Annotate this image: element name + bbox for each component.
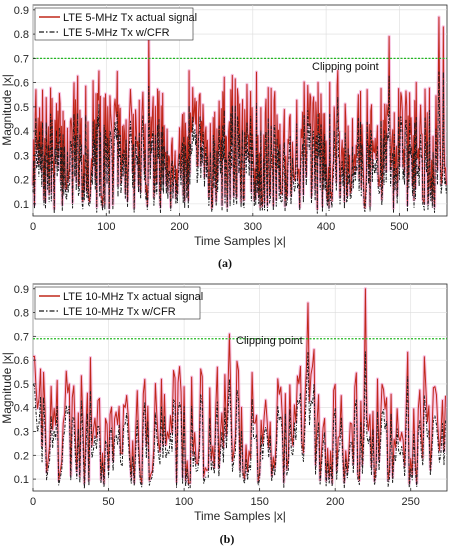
y-tick-label: 0.7 [14, 331, 29, 343]
x-tick-label: 400 [317, 221, 335, 233]
series-actual-line [32, 16, 447, 210]
panel-label-b: (b) [220, 532, 235, 546]
x-tick-label: 100 [175, 496, 193, 508]
y-tick-label: 0.4 [14, 126, 29, 138]
y-tick-label: 0.6 [14, 355, 29, 367]
y-axis-label-b: Magnitude |x| [0, 352, 14, 424]
y-tick-label: 0.7 [14, 53, 29, 65]
chart-a: 0 100 200 300 400 500 0.10.20.30.40.50.60.70.… [0, 4, 448, 270]
x-tick-label: 500 [390, 221, 408, 233]
series-cfr-line [32, 71, 447, 214]
x-tick-label: 250 [402, 496, 420, 508]
legend-box-b [34, 286, 201, 320]
legend-label-actual-a: LTE 5-MHz Tx actual signal [63, 12, 197, 24]
x-ticks-a: 0 100 200 300 400 500 [30, 213, 409, 233]
x-tick-label: 0 [30, 221, 36, 233]
x-tick-label: 100 [97, 221, 115, 233]
y-tick-label: 0.2 [14, 450, 29, 462]
y-tick-label: 0.5 [14, 379, 29, 391]
y-tick-label: 0.8 [14, 29, 29, 41]
y-tick-label: 0.4 [14, 403, 29, 415]
x-tick-label: 200 [326, 496, 344, 508]
x-tick-label: 300 [244, 221, 262, 233]
clipping-label-a: Clipping point [312, 61, 379, 73]
legend-label-cfr-a: LTE 5-MHz Tx w/CFR [63, 27, 170, 39]
y-tick-label: 0.9 [14, 284, 29, 296]
x-axis-label-a: Time Samples |x| [194, 234, 286, 248]
x-tick-label: 50 [102, 496, 114, 508]
y-axis-label-a: Magnitude |x| [0, 74, 14, 146]
legend-box-a [34, 7, 194, 41]
y-tick-label: 0.2 [14, 175, 29, 187]
y-tick-label: 0.3 [14, 150, 29, 162]
traces-b [32, 287, 448, 489]
x-axis-label-b: Time Samples |x| [194, 509, 286, 523]
legend-label-actual-b: LTE 10-MHz Tx actual signal [63, 291, 203, 303]
panel-label-a: (a) [218, 256, 232, 270]
chart-b: 0 50 100 150 200 250 0.1 0.2 0.3 0.4 0.5 0.6 0.7 0.8… [0, 283, 448, 546]
y-tick-label: 0.5 [14, 102, 29, 114]
legend-label-cfr-b: LTE 10-MHz Tx w/CFR [63, 306, 176, 318]
y-tick-label: 0.1 [14, 199, 29, 211]
legend-a: LTE 5-MHz Tx actual signal LTE 5-MHz Tx … [34, 7, 197, 41]
x-ticks-b: 0 50 100 150 200 250 [30, 488, 420, 508]
x-tick-label: 150 [250, 496, 268, 508]
y-tick-label: 0.1 [14, 474, 29, 486]
y-ticks-b: 0.1 0.2 0.3 0.4 0.5 0.6 0.7 0.8 0.9 [14, 284, 36, 486]
legend-b: LTE 10-MHz Tx actual signal LTE 10-MHz T… [34, 286, 203, 320]
y-ticks-a: 0.1 0.2 0.3 0.4 0.5 0.6 0.7 0.8 0.9 [14, 5, 36, 211]
y-tick-label: 0.3 [14, 427, 29, 439]
x-tick-label: 0 [30, 496, 36, 508]
x-tick-label: 200 [170, 221, 188, 233]
traces-a [31, 15, 448, 214]
y-tick-label: 0.6 [14, 78, 29, 90]
clipping-label-b: Clipping point [236, 335, 303, 347]
y-tick-label: 0.8 [14, 308, 29, 320]
y-tick-label: 0.9 [14, 5, 29, 17]
